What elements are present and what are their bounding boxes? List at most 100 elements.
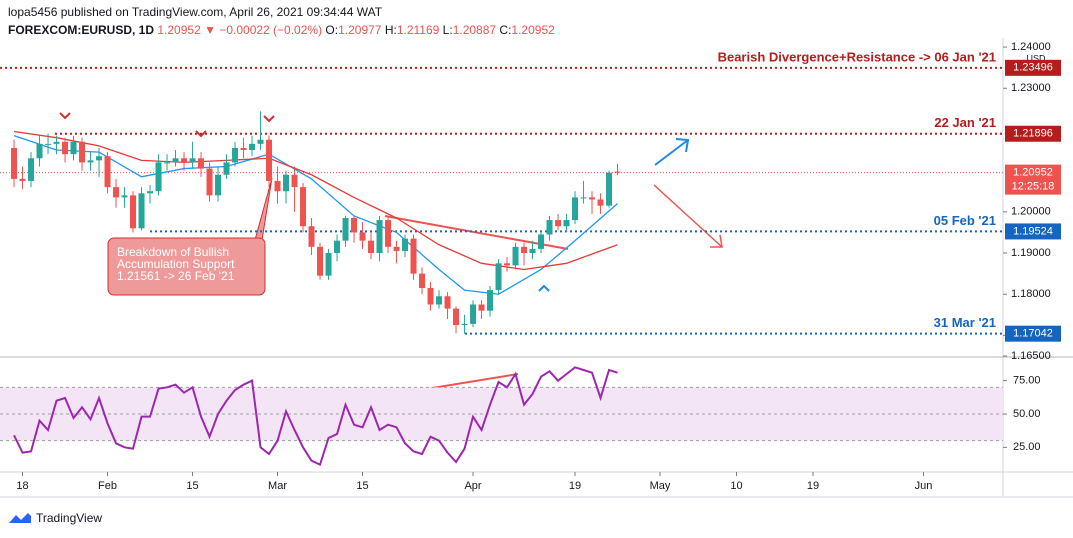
candle-body (240, 147, 247, 151)
candle-body (444, 296, 451, 309)
arrow (653, 184, 723, 248)
x-tick-label: Jun (915, 480, 933, 492)
candle-body (249, 143, 256, 151)
currency: USD (1026, 53, 1046, 63)
callout-text: Accumulation Support (117, 257, 235, 271)
x-tick-label: 19 (569, 480, 581, 492)
candle-body (580, 197, 587, 199)
candle-body (96, 156, 103, 161)
symbol: FOREXCOM:EURUSD, 1D (8, 23, 155, 37)
candle-body (453, 308, 460, 326)
price-label: 1.19524 (1013, 225, 1053, 237)
last-price: 1.20952 (157, 23, 201, 37)
candle-body (70, 141, 77, 155)
caret (263, 115, 275, 123)
h-value: 1.21169 (396, 23, 440, 37)
candle-body (563, 220, 570, 227)
level-note: 05 Feb '21 (934, 213, 996, 228)
candle-body (393, 246, 400, 251)
caret (195, 130, 207, 138)
y-tick-label: 1.23000 (1011, 82, 1051, 94)
publish-text: lopa5456 published on TradingView.com, A… (8, 5, 383, 19)
x-tick-label: Feb (98, 480, 117, 492)
candle-body (546, 220, 553, 235)
x-tick-label: May (650, 480, 671, 492)
candle-body (11, 147, 18, 179)
candle-body (529, 248, 536, 254)
rsi-tick-label: 50.00 (1013, 408, 1041, 420)
candle-body (317, 246, 324, 276)
last-price-label: 1.20952 (1013, 167, 1053, 179)
moving-average (13, 135, 618, 295)
candle-body (155, 162, 162, 192)
moving-average (13, 130, 618, 271)
candle-body (147, 191, 154, 194)
candle-body (232, 147, 239, 163)
l-value: 1.20887 (452, 23, 497, 37)
y-tick-label: 1.20000 (1011, 206, 1051, 218)
x-tick-label: 15 (356, 480, 368, 492)
candle-body (512, 246, 519, 266)
candle-body (495, 263, 502, 291)
candle-body (461, 323, 468, 326)
countdown: 12:25:18 (1012, 181, 1055, 193)
o-value: 1.20977 (338, 23, 382, 37)
candle-body (206, 168, 213, 196)
x-tick-label: 10 (730, 480, 742, 492)
price-label-box (1005, 325, 1061, 342)
caret (59, 112, 71, 120)
candle-body (45, 143, 52, 145)
last-price-box (1005, 164, 1061, 195)
candle-body (325, 253, 332, 276)
callout-box (107, 237, 266, 296)
h-label: H: (384, 23, 397, 37)
candle-body (300, 187, 307, 227)
x-tick-label: 18 (16, 480, 28, 492)
level-note: Bearish Divergence+Resistance -> 06 Jan … (718, 49, 996, 64)
o-label: O: (325, 23, 339, 37)
candle-body (79, 141, 86, 163)
candle-body (87, 160, 94, 163)
candle-body (589, 197, 596, 200)
callout-pointer (254, 177, 273, 241)
candle-body (538, 234, 545, 249)
l-label: L: (442, 23, 453, 37)
y-tick-label: 1.19000 (1011, 247, 1051, 259)
price-label: 1.23496 (1013, 62, 1053, 74)
x-tick-label: 19 (807, 480, 819, 492)
arrow (654, 138, 690, 166)
change-arrow: ▼ (204, 23, 216, 37)
candle-body (308, 226, 315, 247)
price-label-box (1005, 59, 1061, 76)
candle-body (504, 263, 511, 266)
candle-body (274, 180, 281, 192)
y-tick-label: 1.24000 (1011, 41, 1051, 53)
candle-body (351, 218, 358, 233)
level-note: 31 Mar '21 (934, 315, 996, 330)
candle-body (53, 141, 60, 144)
price-label: 1.17042 (1013, 328, 1053, 340)
brand: TradingView (36, 511, 103, 525)
candle-body (572, 197, 579, 221)
candle-body (104, 156, 111, 188)
change: −0.00022 (−0.02%) (219, 23, 323, 37)
candle-body (614, 171, 621, 173)
trendline (384, 215, 569, 250)
candle-body (487, 290, 494, 311)
c-value: 1.20952 (511, 23, 555, 37)
candle-body (283, 174, 290, 192)
candle-body (436, 296, 443, 305)
rsi-tick-label: 25.00 (1013, 441, 1041, 453)
candle-body (28, 158, 35, 181)
x-tick-label: Mar (268, 480, 287, 492)
caret (538, 284, 550, 292)
candle-body (334, 240, 341, 254)
y-tick-label: 1.16500 (1011, 350, 1051, 362)
candle-body (470, 304, 477, 324)
candle-body (521, 246, 528, 254)
x-tick-label: 15 (186, 480, 198, 492)
candle-body (113, 187, 120, 198)
level-note: 22 Jan '21 (934, 115, 996, 130)
rsi-line (13, 366, 618, 467)
